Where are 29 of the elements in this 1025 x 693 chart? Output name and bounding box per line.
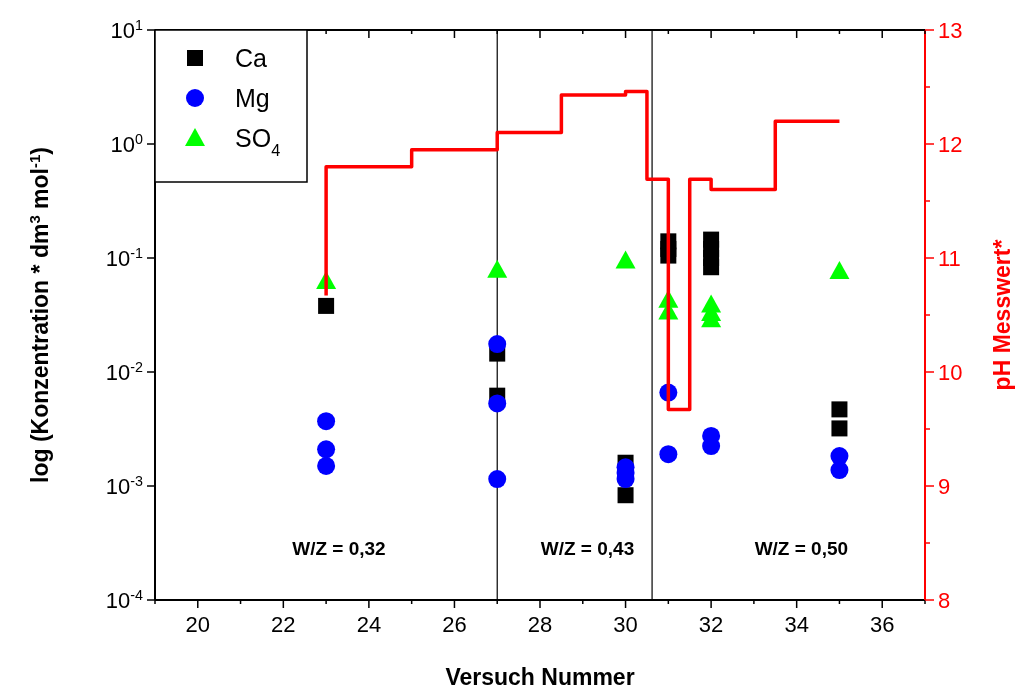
x-tick-label: 28 [527,612,553,637]
x-tick-label: 34 [784,612,809,637]
y-tick-label: 10$^{-3}$ [105,473,144,499]
y2-tick-label: 13 [938,18,963,43]
x-tick-label: 20 [185,612,211,637]
legend-label: Mg [235,84,270,112]
y2-axis-title: pH Messwert* [989,239,1015,391]
x-tick-label: 36 [869,612,895,637]
y-tick-label: 10$^{1}$ [110,17,144,43]
y2-tick-label: 9 [938,474,951,499]
y-tick-label: 10$^{0}$ [110,131,144,157]
y2-tick-label: 12 [938,132,963,157]
x-tick-label: 22 [271,612,296,637]
x-tick-label: 24 [356,612,382,637]
y-tick-label: 10$^{-2}$ [105,359,144,385]
y2-tick-label: 8 [938,588,951,613]
y2-tick-label: 10 [938,360,963,385]
annotation: W/Z = 0,43 [540,538,635,559]
annotation: W/Z = 0,32 [292,538,386,559]
annotation: W/Z = 0,50 [754,538,849,559]
x-axis-title: Versuch Nummer [445,664,635,690]
y2-tick-label: 11 [938,246,961,271]
legend-label: SO$_{4}$ [235,124,281,159]
legend-label: Ca [235,44,268,72]
y-tick-label: 10$^{-1}$ [105,245,144,271]
x-tick-label: 30 [613,612,638,637]
x-tick-label: 32 [698,612,724,637]
x-tick-label: 26 [442,612,467,637]
y-tick-label: 10$^{-4}$ [105,587,144,613]
